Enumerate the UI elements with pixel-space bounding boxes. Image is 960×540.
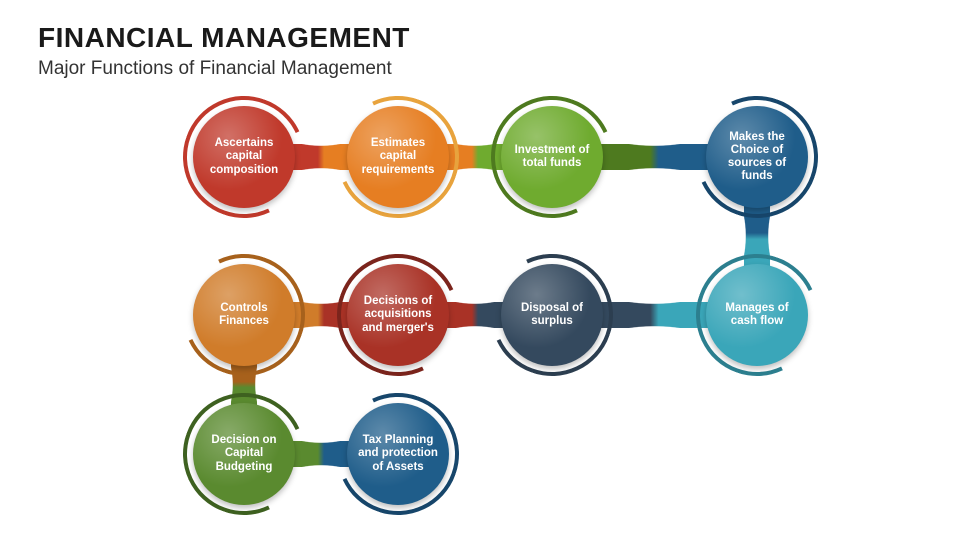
process-node: Manages of cash flow (706, 264, 808, 366)
node-label: Controls Finances (203, 302, 285, 328)
process-node: Ascertains capital composition (193, 106, 295, 208)
process-node: Makes the Choice of sources of funds (706, 106, 808, 208)
node-label: Makes the Choice of sources of funds (716, 131, 798, 184)
process-node: Investment of total funds (501, 106, 603, 208)
node-label: Ascertains capital composition (203, 137, 285, 177)
process-node: Decision on Capital Budgeting (193, 403, 295, 505)
node-label: Manages of cash flow (716, 302, 798, 328)
process-node: Estimates capital requirements (347, 106, 449, 208)
node-label: Tax Planning and protection of Assets (357, 434, 439, 474)
node-label: Estimates capital requirements (357, 137, 439, 177)
process-node: Tax Planning and protection of Assets (347, 403, 449, 505)
process-node: Disposal of surplus (501, 264, 603, 366)
node-label: Disposal of surplus (511, 302, 593, 328)
process-node: Controls Finances (193, 264, 295, 366)
process-node: Decisions of acquisitions and merger's (347, 264, 449, 366)
node-label: Decision on Capital Budgeting (203, 434, 285, 474)
node-label: Investment of total funds (511, 144, 593, 170)
node-label: Decisions of acquisitions and merger's (357, 295, 439, 335)
diagram-stage: Ascertains capital composition Estimates … (0, 0, 960, 540)
